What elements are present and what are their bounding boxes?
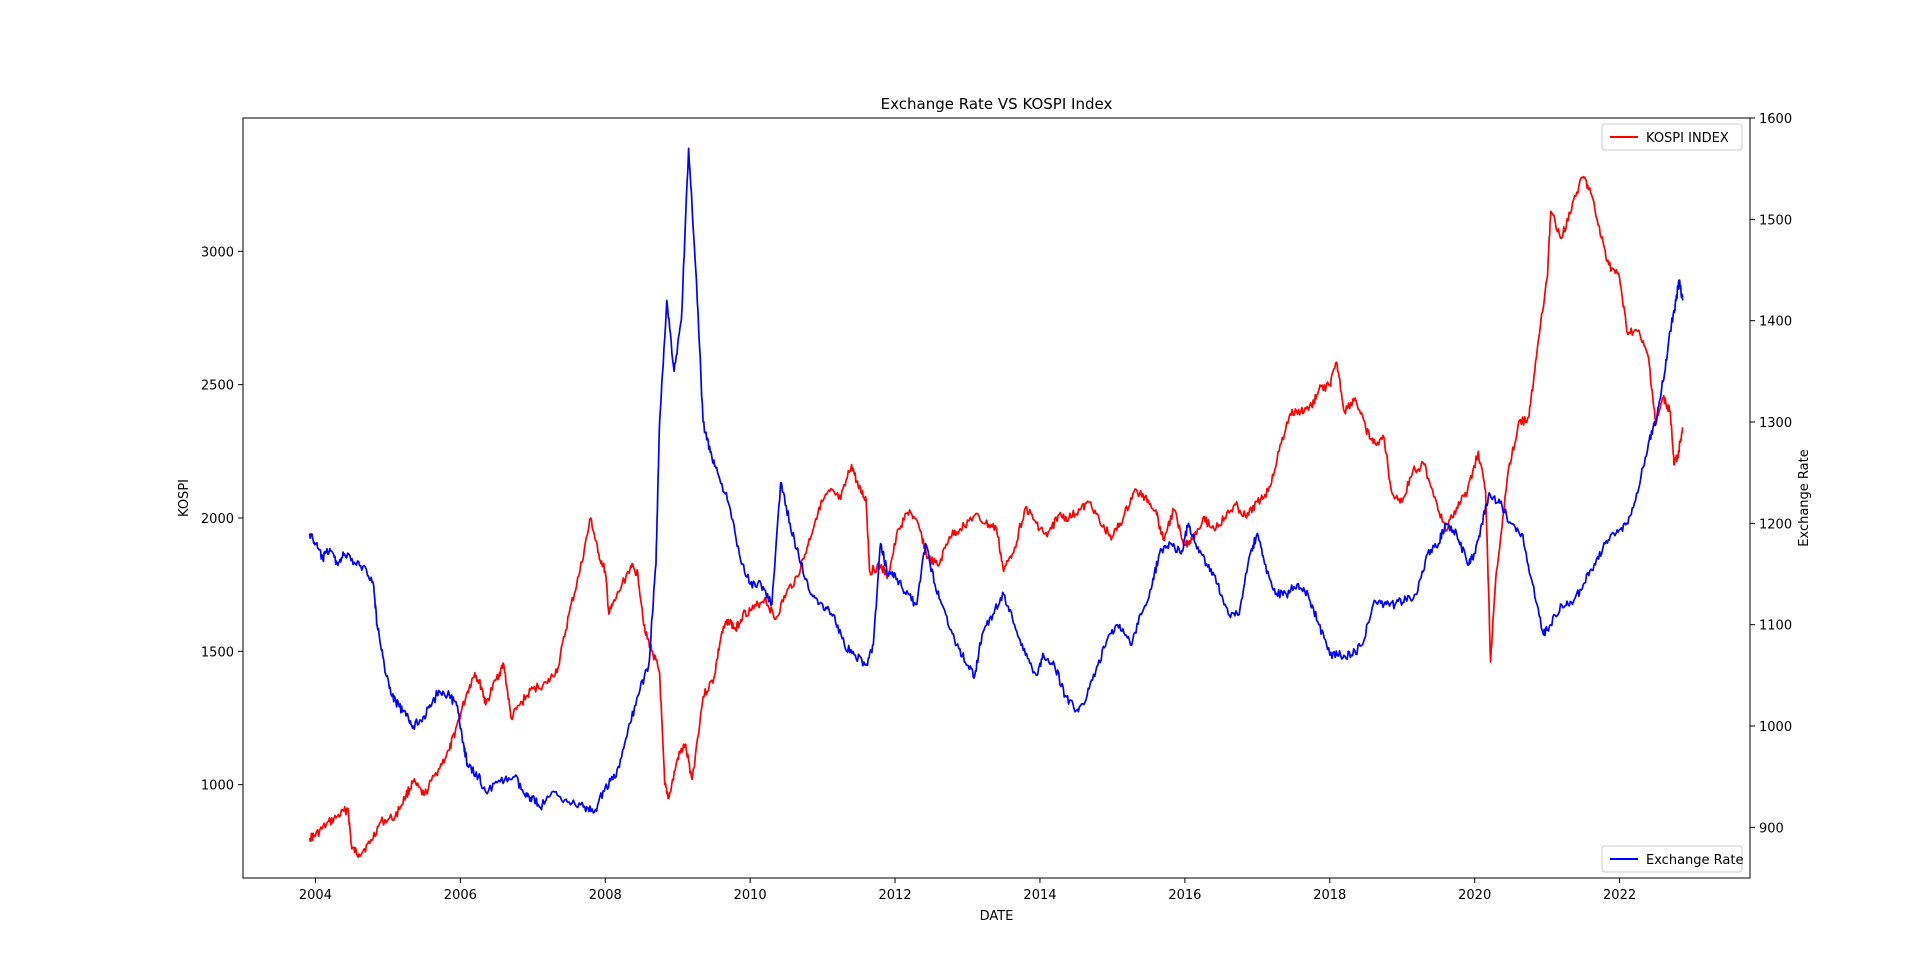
series-line-exchange-rate xyxy=(308,147,1684,814)
y-right-tick-label: 1200 xyxy=(1759,517,1792,532)
x-tick-label: 2020 xyxy=(1458,888,1491,903)
legend-exchange-rate: Exchange Rate xyxy=(1601,845,1743,873)
y-left-tick-label: 1500 xyxy=(201,645,234,660)
plot-frame xyxy=(242,117,1751,879)
y-right-tick-label: 900 xyxy=(1759,821,1784,836)
series-line-kospi xyxy=(308,175,1684,859)
x-tick-label: 2008 xyxy=(589,888,622,903)
legend-label: KOSPI INDEX xyxy=(1646,131,1729,146)
chart-title: Exchange Rate VS KOSPI Index xyxy=(881,95,1113,113)
y-right-tick-label: 1400 xyxy=(1759,315,1792,330)
x-tick-label: 2004 xyxy=(299,888,332,903)
x-tick-label: 2006 xyxy=(444,888,477,903)
y-left-tick-label: 1000 xyxy=(201,779,234,794)
legend-box xyxy=(1601,123,1743,151)
y-left-tick-label: 2000 xyxy=(201,512,234,527)
x-axis-label: DATE xyxy=(980,909,1014,924)
series-layer xyxy=(308,147,1684,859)
legend-label: Exchange Rate xyxy=(1646,853,1743,868)
y-right-tick-label: 1100 xyxy=(1759,619,1792,634)
y-axis-left: 1000 1500 2000 2500 3000 xyxy=(201,245,243,794)
x-axis: 2004 2006 2008 2010 2012 2014 2016 2018 2020 2022 xyxy=(299,878,1636,903)
y-axis-right: 900 1000 1100 1200 1300 1400 1500 1600 xyxy=(1750,112,1792,836)
x-tick-label: 2014 xyxy=(1023,888,1056,903)
y-right-tick-label: 1300 xyxy=(1759,416,1792,431)
y-axis-label-left: KOSPI xyxy=(177,479,192,517)
legend-kospi: KOSPI INDEX xyxy=(1601,123,1743,151)
x-tick-label: 2018 xyxy=(1313,888,1346,903)
x-tick-label: 2022 xyxy=(1603,888,1636,903)
y-left-tick-label: 2500 xyxy=(201,379,234,394)
y-right-tick-label: 1500 xyxy=(1759,213,1792,228)
y-axis-label-right: Exchange Rate xyxy=(1797,449,1812,546)
y-right-tick-label: 1000 xyxy=(1759,720,1792,735)
x-tick-label: 2016 xyxy=(1168,888,1201,903)
x-tick-label: 2010 xyxy=(734,888,767,903)
y-left-tick-label: 3000 xyxy=(201,245,234,260)
legend-box xyxy=(1601,845,1743,873)
x-tick-label: 2012 xyxy=(879,888,912,903)
y-right-tick-label: 1600 xyxy=(1759,112,1792,127)
legend-layer: KOSPI INDEX Exchange Rate xyxy=(1601,123,1743,873)
